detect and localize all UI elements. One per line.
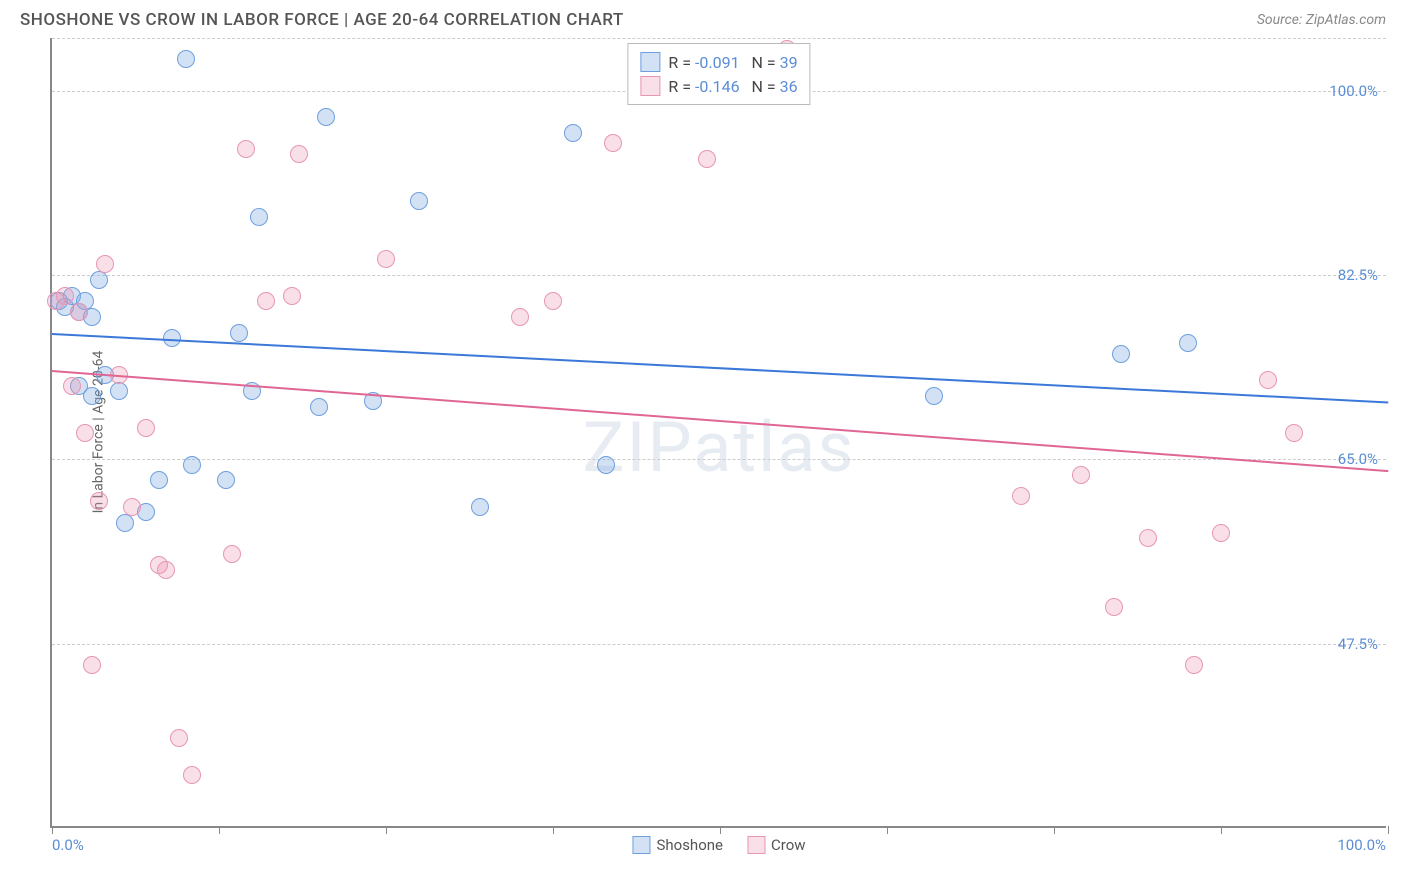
gridline — [52, 459, 1386, 460]
correlation-chart: In Labor Force | Age 20-64 ZIPatlas 47.5… — [50, 38, 1386, 828]
gridline — [52, 275, 1386, 276]
legend-item: Crow — [747, 836, 806, 854]
gridline — [52, 38, 1386, 39]
scatter-point — [170, 729, 188, 747]
scatter-point — [511, 308, 529, 326]
scatter-point — [183, 766, 201, 784]
y-tick-label: 47.5% — [1338, 635, 1378, 653]
legend-swatch — [640, 52, 660, 72]
y-tick-label: 82.5% — [1338, 266, 1378, 284]
scatter-point — [157, 561, 175, 579]
scatter-point — [90, 271, 108, 289]
scatter-point — [1185, 656, 1203, 674]
legend-r-label: R = -0.146 N = 36 — [668, 77, 797, 96]
scatter-point — [237, 140, 255, 158]
x-axis-min-label: 0.0% — [52, 836, 84, 854]
scatter-point — [70, 303, 88, 321]
scatter-point — [1139, 529, 1157, 547]
scatter-point — [83, 387, 101, 405]
scatter-point — [150, 471, 168, 489]
legend-swatch — [632, 836, 650, 854]
y-tick-label: 65.0% — [1338, 450, 1378, 468]
scatter-point — [137, 419, 155, 437]
scatter-point — [83, 656, 101, 674]
scatter-point — [116, 514, 134, 532]
scatter-point — [63, 377, 81, 395]
legend-label: Crow — [771, 836, 806, 854]
scatter-point — [1285, 424, 1303, 442]
scatter-point — [925, 387, 943, 405]
scatter-point — [317, 108, 335, 126]
chart-title: SHOSHONE VS CROW IN LABOR FORCE | AGE 20… — [20, 10, 624, 30]
scatter-point — [56, 287, 74, 305]
scatter-point — [1179, 334, 1197, 352]
scatter-point — [604, 134, 622, 152]
scatter-point — [96, 255, 114, 273]
scatter-point — [597, 456, 615, 474]
scatter-point — [110, 382, 128, 400]
legend-label: Shoshone — [656, 836, 723, 854]
scatter-point — [76, 424, 94, 442]
scatter-point — [1072, 466, 1090, 484]
scatter-point — [290, 145, 308, 163]
legend-row: R = -0.146 N = 36 — [640, 74, 797, 98]
scatter-point — [544, 292, 562, 310]
x-tick — [720, 826, 721, 834]
gridline — [52, 644, 1386, 645]
series-legend: Shoshone Crow — [632, 836, 805, 854]
chart-header: SHOSHONE VS CROW IN LABOR FORCE | AGE 20… — [0, 0, 1406, 38]
scatter-point — [123, 498, 141, 516]
scatter-point — [1105, 598, 1123, 616]
trend-line — [52, 370, 1388, 472]
x-tick — [553, 826, 554, 834]
legend-row: R = -0.091 N = 39 — [640, 50, 797, 74]
y-tick-label: 100.0% — [1329, 82, 1378, 100]
scatter-point — [377, 250, 395, 268]
scatter-point — [177, 50, 195, 68]
legend-r-label: R = -0.091 N = 39 — [668, 53, 797, 72]
scatter-point — [564, 124, 582, 142]
scatter-point — [250, 208, 268, 226]
scatter-point — [223, 545, 241, 563]
scatter-point — [698, 150, 716, 168]
scatter-point — [183, 456, 201, 474]
scatter-point — [1012, 487, 1030, 505]
scatter-point — [471, 498, 489, 516]
scatter-point — [257, 292, 275, 310]
legend-swatch — [747, 836, 765, 854]
source-label: Source: ZipAtlas.com — [1257, 12, 1386, 28]
x-tick — [1388, 826, 1389, 834]
scatter-point — [1212, 524, 1230, 542]
scatter-point — [230, 324, 248, 342]
legend-swatch — [640, 76, 660, 96]
scatter-point — [1259, 371, 1277, 389]
scatter-point — [217, 471, 235, 489]
correlation-legend: R = -0.091 N = 39 R = -0.146 N = 36 — [627, 43, 810, 105]
x-tick — [386, 826, 387, 834]
x-tick — [1221, 826, 1222, 834]
scatter-point — [310, 398, 328, 416]
x-tick — [219, 826, 220, 834]
scatter-point — [283, 287, 301, 305]
x-axis-max-label: 100.0% — [1337, 836, 1386, 854]
legend-item: Shoshone — [632, 836, 723, 854]
scatter-point — [410, 192, 428, 210]
scatter-point — [1112, 345, 1130, 363]
x-tick — [887, 826, 888, 834]
scatter-point — [90, 492, 108, 510]
x-tick — [52, 826, 53, 834]
x-tick — [1054, 826, 1055, 834]
